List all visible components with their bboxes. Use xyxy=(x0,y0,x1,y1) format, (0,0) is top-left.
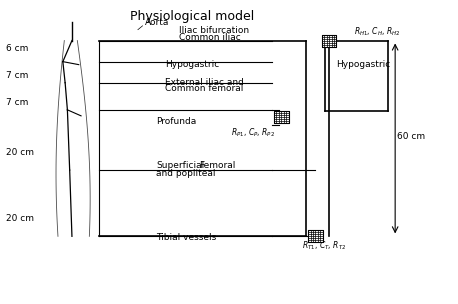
Text: Tibial vessels: Tibial vessels xyxy=(156,233,217,242)
Text: 20 cm: 20 cm xyxy=(6,147,34,157)
Bar xyxy=(274,111,289,123)
Text: Iliac bifurcation: Iliac bifurcation xyxy=(179,26,249,35)
Text: Common iliac: Common iliac xyxy=(179,33,240,42)
Text: Hypogastric: Hypogastric xyxy=(336,60,390,69)
Text: 7 cm: 7 cm xyxy=(6,71,28,80)
Bar xyxy=(322,35,337,47)
Text: and popliteal: and popliteal xyxy=(156,169,216,178)
Text: Superficial: Superficial xyxy=(156,161,204,170)
Bar xyxy=(308,230,323,242)
Text: 60 cm: 60 cm xyxy=(398,133,425,141)
Text: Femoral: Femoral xyxy=(199,161,236,170)
Text: $R_{P1}$, $C_P$, $R_{P2}$: $R_{P1}$, $C_P$, $R_{P2}$ xyxy=(231,126,275,139)
Text: External iliac and: External iliac and xyxy=(165,78,244,87)
Text: Profunda: Profunda xyxy=(156,117,196,126)
Text: 20 cm: 20 cm xyxy=(6,214,34,223)
Text: Common femoral: Common femoral xyxy=(165,84,244,93)
Text: Hypogastric: Hypogastric xyxy=(165,60,219,69)
Text: 6 cm: 6 cm xyxy=(6,43,28,53)
Text: $R_{T1}$, $C_T$, $R_{T2}$: $R_{T1}$, $C_T$, $R_{T2}$ xyxy=(302,239,346,252)
Text: $R_{H1}$, $C_H$, $R_{H2}$: $R_{H1}$, $C_H$, $R_{H2}$ xyxy=(354,25,401,38)
Text: 7 cm: 7 cm xyxy=(6,98,28,107)
Text: Physiological model: Physiological model xyxy=(131,10,255,23)
Text: Aorta: Aorta xyxy=(145,18,169,27)
